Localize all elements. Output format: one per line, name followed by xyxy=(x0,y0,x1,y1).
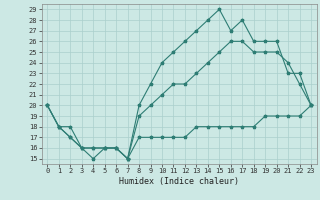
X-axis label: Humidex (Indice chaleur): Humidex (Indice chaleur) xyxy=(119,177,239,186)
